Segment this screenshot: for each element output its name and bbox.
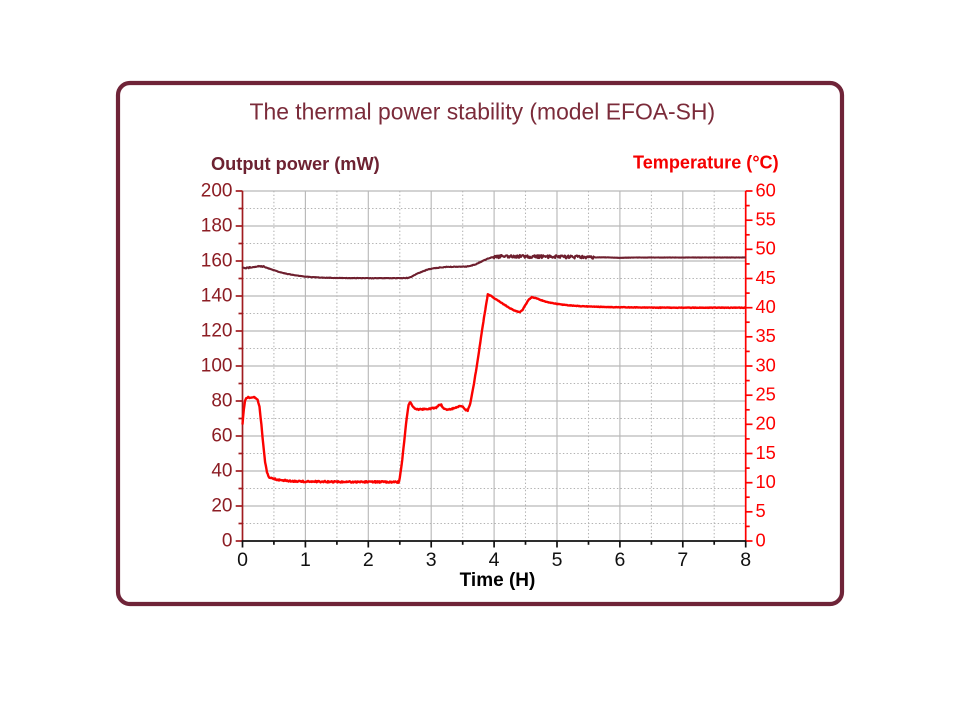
svg-text:45: 45 xyxy=(756,267,776,288)
svg-text:0: 0 xyxy=(756,529,766,550)
svg-text:Time (H): Time (H) xyxy=(460,570,536,591)
svg-text:3: 3 xyxy=(426,549,437,571)
svg-text:140: 140 xyxy=(201,286,233,307)
svg-text:35: 35 xyxy=(756,325,776,346)
svg-text:40: 40 xyxy=(211,461,232,482)
svg-text:55: 55 xyxy=(756,209,776,230)
svg-text:5: 5 xyxy=(552,549,563,571)
svg-text:6: 6 xyxy=(614,549,625,571)
svg-text:160: 160 xyxy=(201,251,233,272)
svg-text:4: 4 xyxy=(489,549,500,571)
svg-text:The thermal power stability (m: The thermal power stability (model EFOA-… xyxy=(250,99,716,125)
svg-text:180: 180 xyxy=(201,216,233,237)
svg-text:100: 100 xyxy=(201,356,233,377)
svg-text:200: 200 xyxy=(201,181,233,202)
svg-text:10: 10 xyxy=(756,471,776,492)
svg-text:7: 7 xyxy=(677,549,688,571)
svg-text:5: 5 xyxy=(756,500,766,521)
svg-text:Temperature (°C): Temperature (°C) xyxy=(633,153,779,173)
svg-text:50: 50 xyxy=(756,238,776,259)
svg-text:8: 8 xyxy=(740,549,751,571)
svg-text:60: 60 xyxy=(756,179,776,200)
svg-text:20: 20 xyxy=(211,496,232,517)
svg-text:120: 120 xyxy=(201,321,233,342)
svg-text:25: 25 xyxy=(756,384,776,405)
svg-text:0: 0 xyxy=(222,531,233,552)
svg-text:Output power (mW): Output power (mW) xyxy=(211,154,380,174)
svg-text:0: 0 xyxy=(237,549,248,571)
svg-text:15: 15 xyxy=(756,442,776,463)
svg-text:1: 1 xyxy=(300,549,311,571)
svg-text:40: 40 xyxy=(756,296,776,317)
svg-text:20: 20 xyxy=(756,413,776,434)
svg-text:60: 60 xyxy=(211,426,232,447)
svg-text:30: 30 xyxy=(756,354,776,375)
svg-text:80: 80 xyxy=(211,391,232,412)
svg-text:2: 2 xyxy=(363,549,374,571)
